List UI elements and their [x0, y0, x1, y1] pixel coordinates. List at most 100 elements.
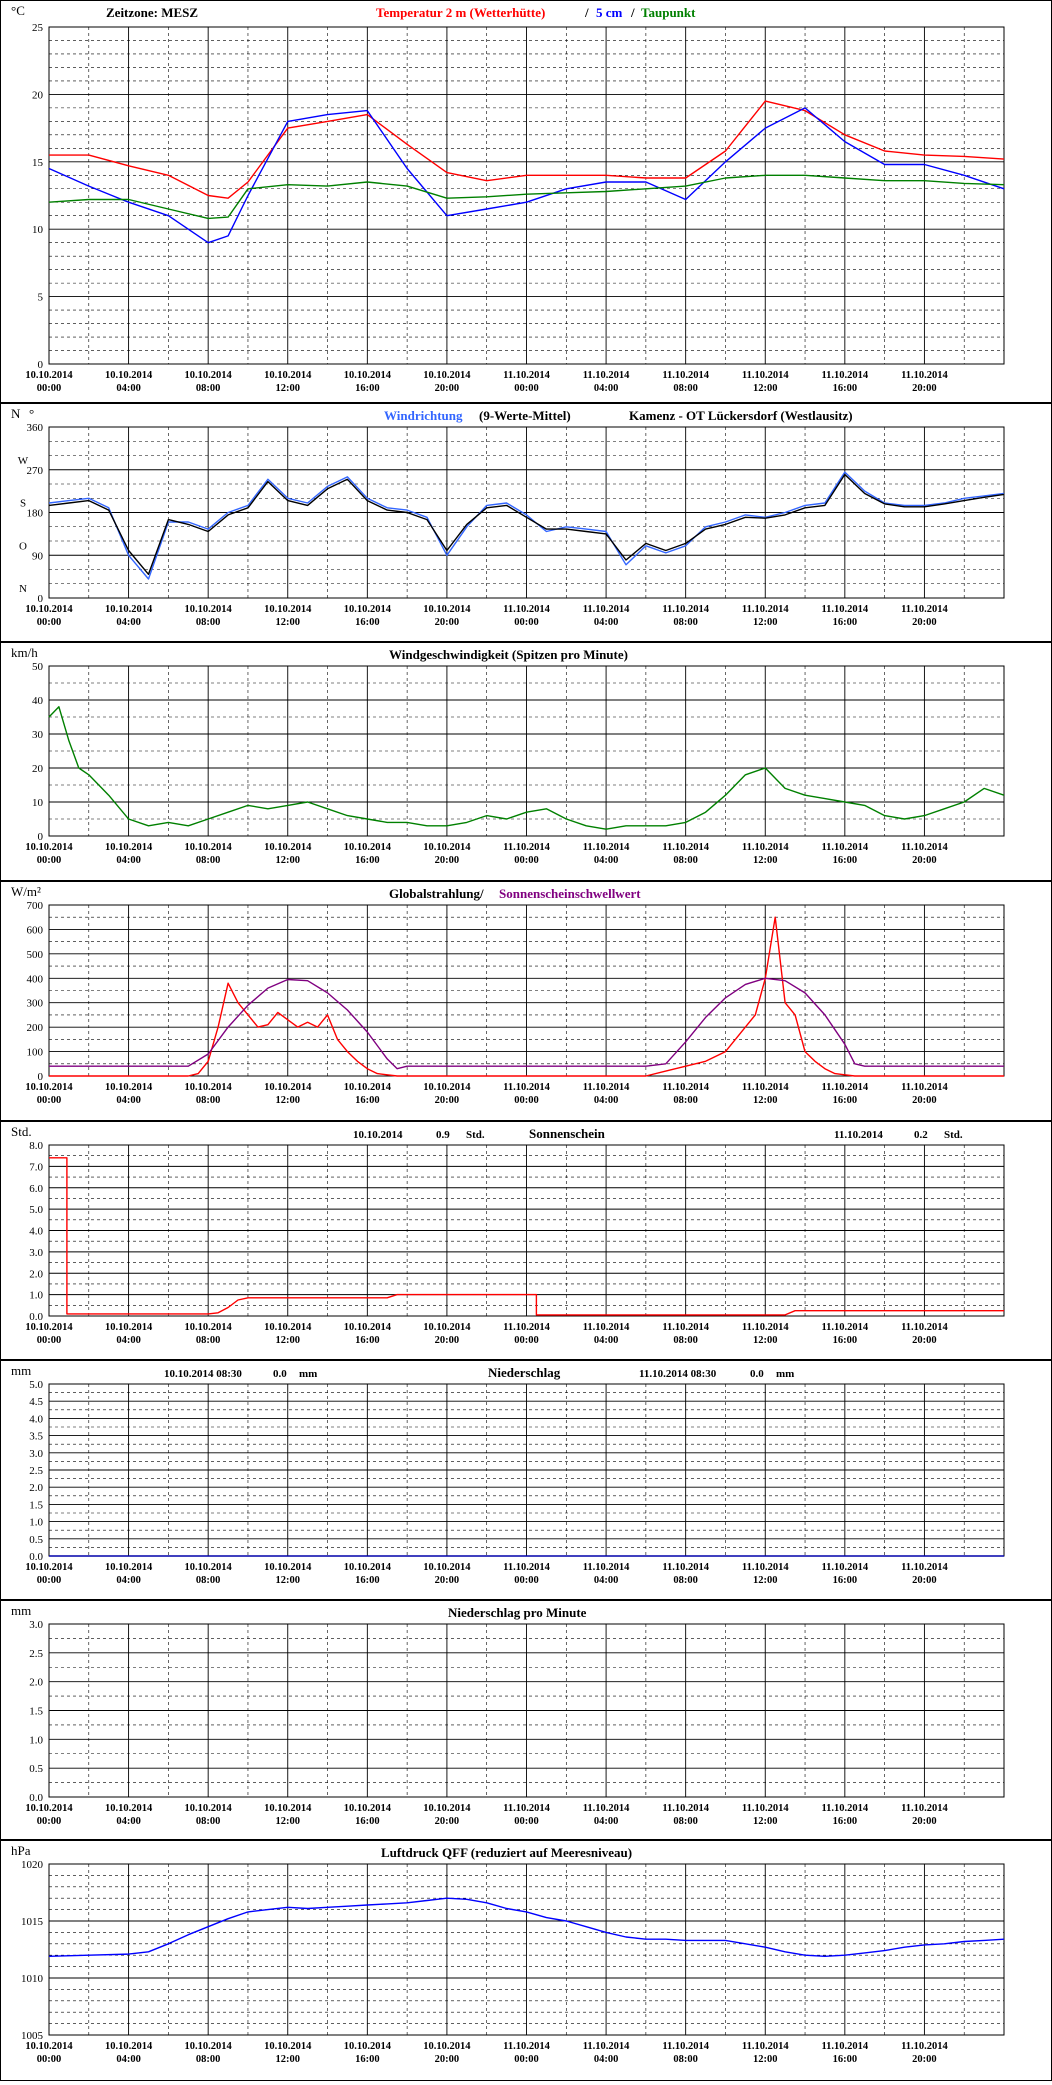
y-tick-label: 20	[32, 763, 44, 775]
x-tick-time: 04:00	[116, 855, 141, 866]
x-tick-date: 10.10.2014	[423, 1803, 471, 1814]
x-tick-date: 10.10.2014	[344, 1803, 392, 1814]
x-tick-time: 20:00	[912, 1816, 937, 1827]
x-tick-date: 10.10.2014	[25, 1322, 73, 1333]
x-tick-time: 20:00	[435, 1095, 460, 1106]
y-tick-label: 2.0	[29, 1677, 43, 1689]
x-tick-date: 11.10.2014	[821, 1562, 868, 1573]
x-tick-date: 10.10.2014	[105, 2041, 153, 2052]
y-tick-label: 6.0	[29, 1183, 43, 1195]
panel-header-text: Niederschlag pro Minute	[448, 1605, 587, 1620]
x-tick-date: 10.10.2014	[344, 2041, 392, 2052]
x-tick-date: 10.10.2014	[344, 1322, 392, 1333]
x-tick-time: 08:00	[673, 617, 698, 628]
y-tick-label: 25	[32, 22, 44, 34]
x-tick-date: 10.10.2014	[185, 1082, 233, 1093]
panel-header-text: Sonnenscheinschwellwert	[499, 886, 641, 901]
x-tick-date: 10.10.2014	[264, 1082, 312, 1093]
x-tick-date: 11.10.2014	[901, 1803, 948, 1814]
x-tick-time: 12:00	[753, 1816, 778, 1827]
x-tick-date: 10.10.2014	[264, 1322, 312, 1333]
x-tick-time: 04:00	[116, 1816, 141, 1827]
panel-pressure: 1005 1010 1015 1020 hPa Luftdruck QFF (reduzi…	[0, 1840, 1052, 2081]
x-tick-date: 11.10.2014	[503, 1562, 550, 1573]
panel-header-text: 10.10.2014 08:30	[164, 1368, 242, 1380]
x-tick-date: 10.10.2014	[25, 604, 73, 615]
x-tick-date: 10.10.2014	[105, 370, 153, 381]
x-tick-date: 11.10.2014	[503, 604, 550, 615]
x-tick-time: 20:00	[912, 1335, 937, 1346]
x-tick-date: 11.10.2014	[821, 370, 868, 381]
x-tick-time: 16:00	[833, 2054, 858, 2065]
panel-header-text: /	[630, 5, 635, 20]
x-tick-time: 12:00	[753, 383, 778, 394]
y-tick-label: 0	[38, 359, 44, 371]
series-line-temperature-1	[48, 107, 1005, 244]
x-tick-time: 00:00	[514, 1575, 539, 1586]
unit-label: °	[29, 406, 34, 421]
y-tick-label: 0.5	[29, 1534, 43, 1546]
x-tick-time: 12:00	[753, 855, 778, 866]
x-tick-date: 10.10.2014	[264, 370, 312, 381]
x-tick-date: 10.10.2014	[264, 1562, 312, 1573]
x-tick-time: 16:00	[833, 1335, 858, 1346]
unit-label: W/m²	[11, 884, 41, 899]
grid	[49, 1864, 1004, 2035]
x-tick-time: 20:00	[912, 1575, 937, 1586]
x-tick-time: 20:00	[435, 855, 460, 866]
x-tick-date: 10.10.2014	[105, 1082, 153, 1093]
x-tick-date: 11.10.2014	[503, 1803, 550, 1814]
x-tick-time: 16:00	[355, 1095, 380, 1106]
x-tick-time: 16:00	[833, 1816, 858, 1827]
x-tick-date: 11.10.2014	[662, 370, 709, 381]
panel-wind-speed: 0 10 20 30 40 50 km/h Windgeschwindigkeit (Spit…	[0, 642, 1052, 881]
x-tick-date: 11.10.2014	[503, 2041, 550, 2052]
x-tick-time: 08:00	[196, 1095, 221, 1106]
chart-svg-temperature: 0 5 10 15 20 25 °C Zeitzone: MESZ Temperatur 2 m…	[11, 3, 1005, 394]
x-tick-date: 11.10.2014	[583, 2041, 630, 2052]
x-tick-date: 10.10.2014	[185, 1322, 233, 1333]
unit-label: N	[11, 406, 21, 421]
panel-header-text: 0.9	[436, 1129, 450, 1141]
x-tick-time: 12:00	[276, 855, 301, 866]
x-tick-date: 10.10.2014	[25, 2041, 73, 2052]
x-tick-time: 08:00	[196, 1575, 221, 1586]
x-tick-date: 10.10.2014	[423, 370, 471, 381]
compass-letter: S	[20, 498, 26, 510]
x-tick-time: 16:00	[355, 1575, 380, 1586]
x-tick-time: 00:00	[37, 617, 62, 628]
grid	[49, 905, 1004, 1076]
y-tick-label: 5.0	[29, 1379, 43, 1391]
y-tick-label: 180	[27, 508, 44, 520]
grid	[49, 427, 1004, 598]
x-tick-date: 10.10.2014	[25, 1562, 73, 1573]
x-tick-date: 11.10.2014	[821, 1803, 868, 1814]
x-tick-time: 08:00	[196, 2054, 221, 2065]
y-tick-label: 4.0	[29, 1226, 43, 1238]
x-tick-date: 10.10.2014	[185, 370, 233, 381]
panel-header-text: Temperatur 2 m (Wetterhütte)	[376, 5, 545, 20]
x-tick-date: 10.10.2014	[344, 842, 392, 853]
y-tick-label: 40	[32, 695, 44, 707]
x-tick-time: 08:00	[196, 855, 221, 866]
series-line-radiation-0	[49, 916, 1004, 1077]
x-tick-date: 11.10.2014	[583, 370, 630, 381]
x-tick-time: 04:00	[594, 2054, 619, 2065]
compass-letter: W	[18, 455, 29, 467]
y-tick-label: 400	[27, 973, 44, 985]
y-tick-label: 3.0	[29, 1247, 43, 1259]
x-tick-time: 04:00	[116, 1335, 141, 1346]
panel-header-text: 10.10.2014	[353, 1129, 403, 1141]
x-tick-date: 10.10.2014	[185, 604, 233, 615]
x-tick-date: 11.10.2014	[901, 842, 948, 853]
x-tick-time: 04:00	[594, 855, 619, 866]
x-tick-time: 00:00	[37, 855, 62, 866]
panel-radiation: 0 100 200 300 400 500 600 700 W/m² Globalstrahlun…	[0, 881, 1052, 1121]
y-tick-label: 360	[27, 422, 44, 434]
y-tick-label: 1.0	[29, 1517, 43, 1529]
chart-svg-precipitation: 0.00.51.01.52.02.53.03.54.04.55.0mm 10.10…	[11, 1363, 1005, 1586]
x-tick-time: 20:00	[435, 1335, 460, 1346]
x-tick-date: 11.10.2014	[901, 604, 948, 615]
x-tick-date: 11.10.2014	[662, 1562, 709, 1573]
